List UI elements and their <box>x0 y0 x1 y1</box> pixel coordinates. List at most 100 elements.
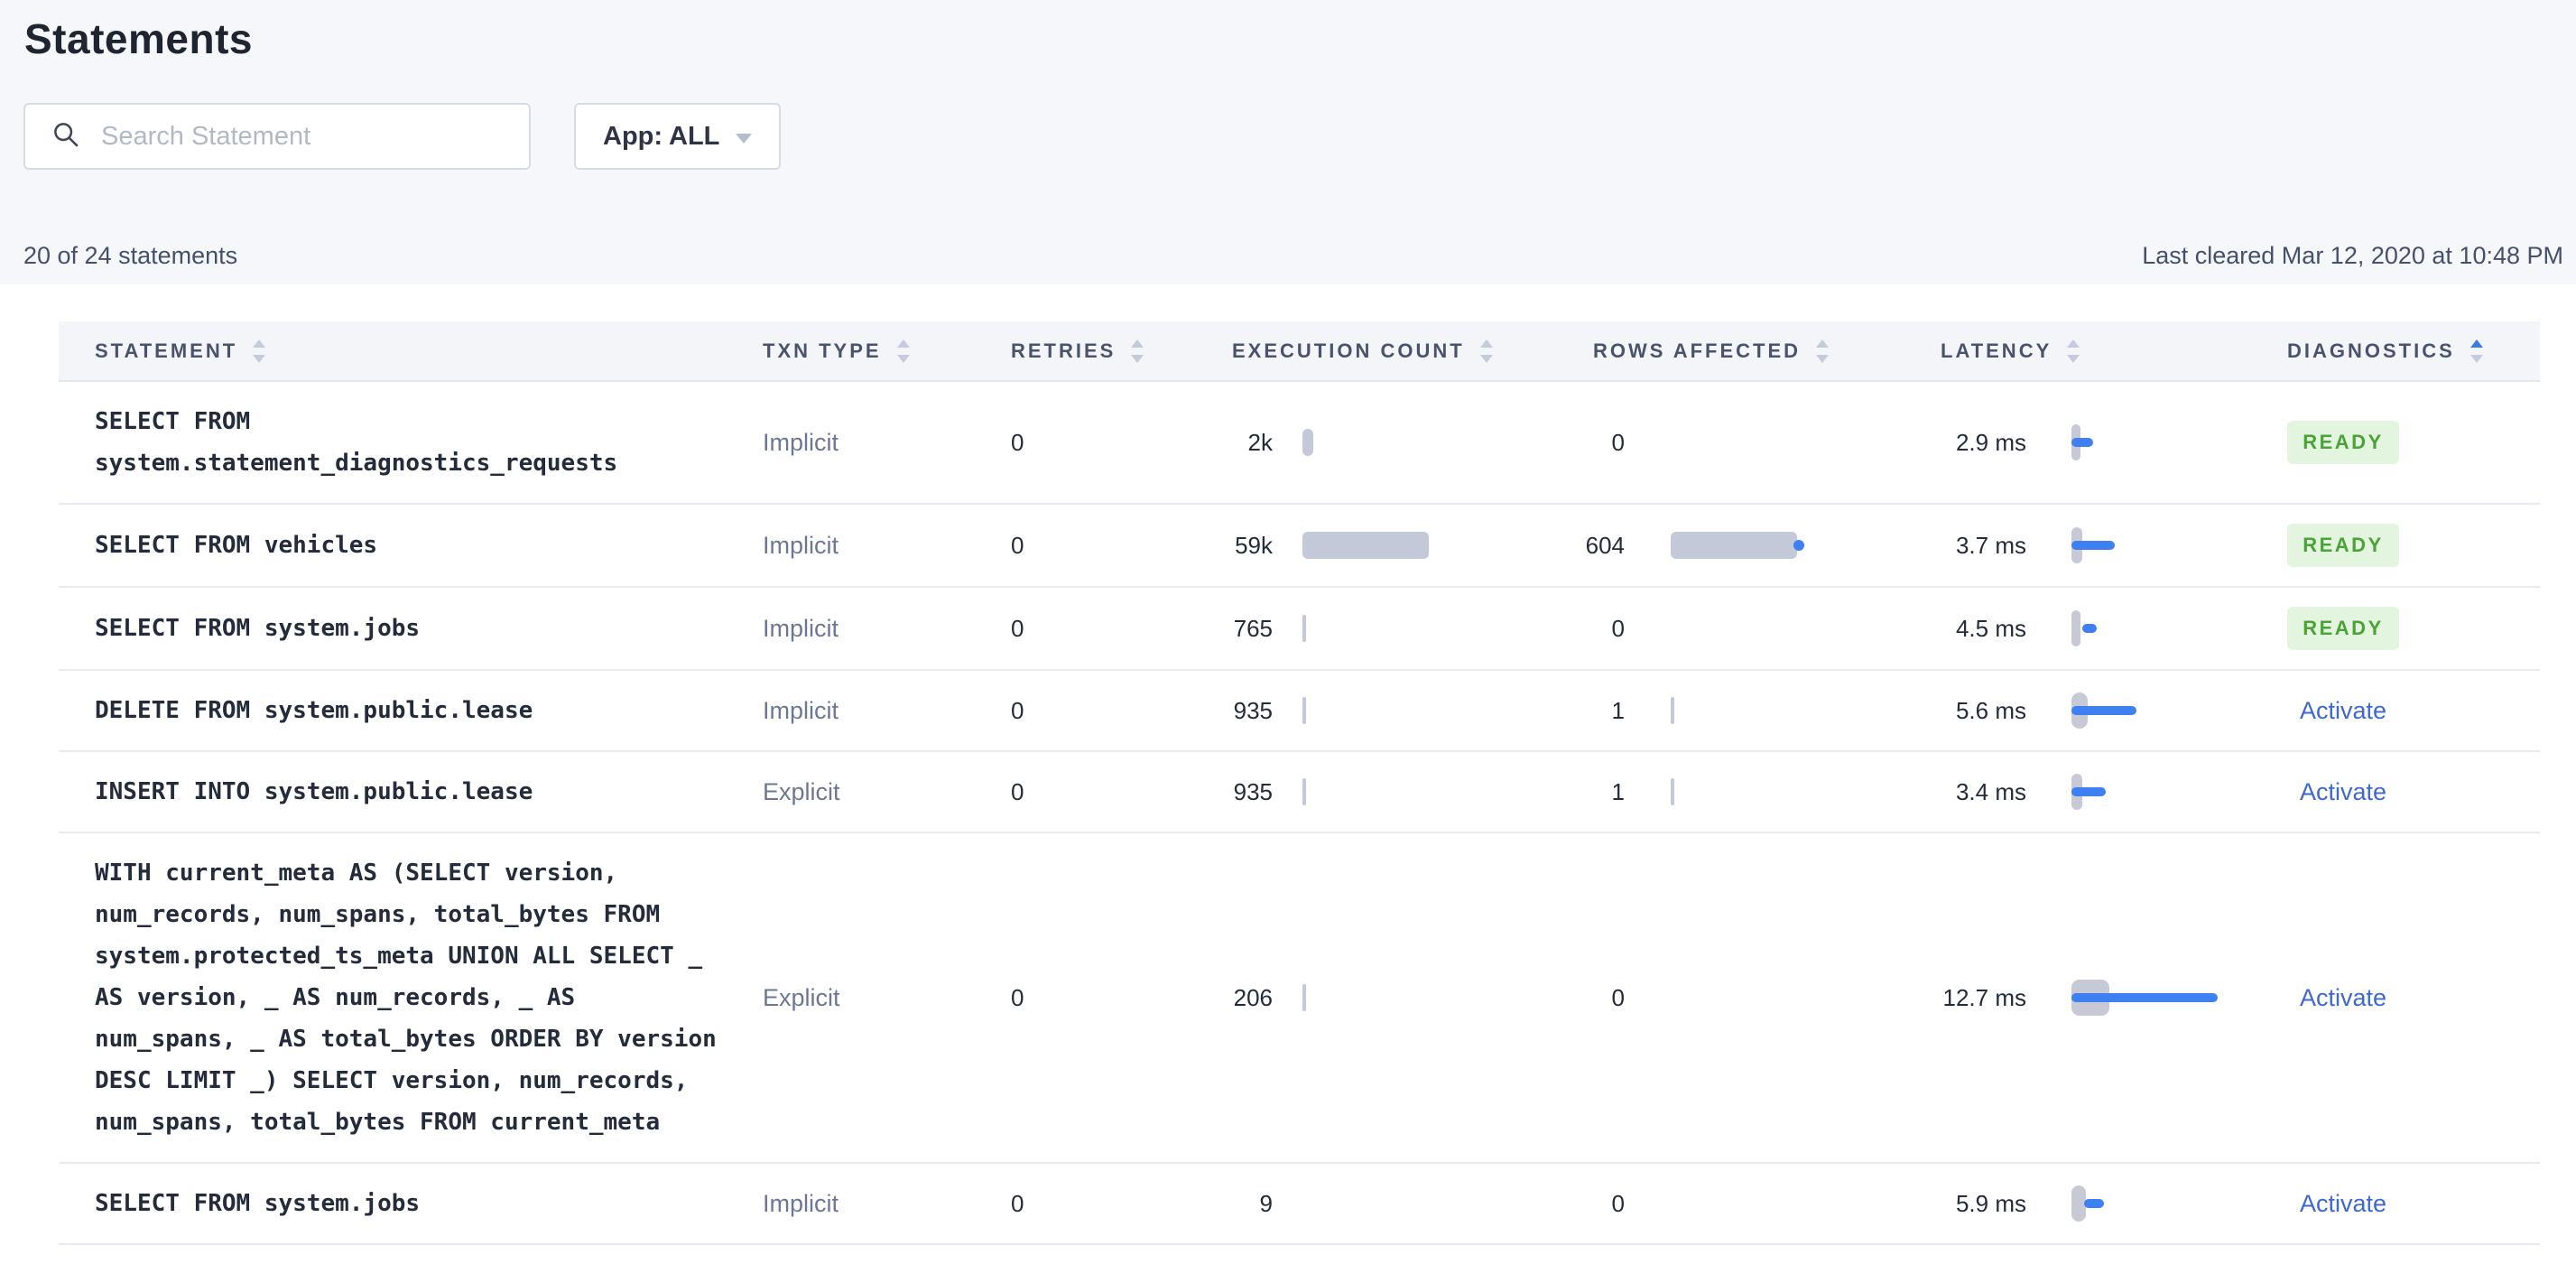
execution-count-bar <box>1302 429 1313 456</box>
latency-bar-chart <box>2071 691 2252 730</box>
execution-count-bar <box>1302 615 1306 642</box>
diagnostics-ready-badge[interactable]: READY <box>2287 607 2399 650</box>
sort-arrows-icon <box>896 339 910 363</box>
statement-link[interactable]: SELECT FROM system.jobs <box>95 1190 421 1217</box>
execution-count-value: 9 <box>1259 1189 1273 1217</box>
retries-value: 0 <box>1011 696 1024 724</box>
controls-bar: App: ALL <box>23 103 2576 170</box>
rows-affected-value: 1 <box>1611 777 1625 805</box>
execution-count-value: 206 <box>1233 983 1273 1011</box>
sort-arrows-icon <box>1131 339 1144 363</box>
rows-affected-bar <box>1671 697 1674 724</box>
table-row: SELECT FROM vehicles Implicit 0 59k 604 … <box>59 504 2540 587</box>
column-header-execution-count[interactable]: EXECUTION COUNT <box>1164 321 1534 382</box>
rows-affected-bar <box>1671 532 1797 559</box>
latency-bar-chart <box>2071 609 2252 648</box>
statement-link[interactable]: SELECT FROM system.jobs <box>95 615 421 642</box>
column-header-txn-type[interactable]: TXN TYPE <box>763 321 993 382</box>
app-filter-dropdown[interactable]: App: ALL <box>574 103 782 170</box>
column-header-retries[interactable]: RETRIES <box>993 321 1164 382</box>
statement-link[interactable]: WITH current_meta AS (SELECT version, nu… <box>95 860 717 1136</box>
txn-type-value: Implicit <box>763 614 839 642</box>
diagnostics-ready-badge[interactable]: READY <box>2287 421 2399 464</box>
table-row: SELECT FROM system.jobs Implicit 0 9 0 5… <box>59 1163 2540 1244</box>
sort-arrows-icon <box>1479 339 1493 363</box>
sort-arrows-icon <box>1816 339 1830 363</box>
retries-value: 0 <box>1011 614 1024 642</box>
txn-type-value: Implicit <box>763 531 839 559</box>
rows-affected-value: 604 <box>1585 531 1625 559</box>
execution-count-value: 765 <box>1233 614 1273 642</box>
statement-count: 20 of 24 statements <box>23 242 238 269</box>
rows-affected-value: 1 <box>1611 696 1625 724</box>
rows-affected-dot <box>1793 540 1804 551</box>
table-row: SELECT FROM system.jobs Implicit 0 765 0… <box>59 587 2540 670</box>
chevron-down-icon <box>736 133 753 144</box>
retries-value: 0 <box>1011 983 1024 1011</box>
latency-stddev-capsule <box>2071 610 2080 646</box>
table-header-row: STATEMENT TXN TYPE RETRIES EXECUTION COU… <box>59 321 2540 382</box>
statement-link[interactable]: INSERT INTO system.public.lease <box>95 778 533 805</box>
latency-value: 5.9 ms <box>1955 1189 2026 1217</box>
diagnostics-activate-link[interactable]: Activate <box>2299 983 2387 1011</box>
summary-bar: 20 of 24 statements Last cleared Mar 12,… <box>0 242 2576 270</box>
latency-bar-chart <box>2071 978 2252 1018</box>
statements-page: Statements App: ALL 20 of 24 statements … <box>0 14 2576 1264</box>
latency-value: 5.6 ms <box>1955 696 2026 724</box>
statement-link[interactable]: DELETE FROM system.public.lease <box>95 697 533 724</box>
txn-type-value: Implicit <box>763 696 839 724</box>
latency-mean-bar <box>2071 706 2136 715</box>
search-box[interactable] <box>23 103 531 170</box>
txn-type-value: Explicit <box>763 777 840 805</box>
column-header-rows-affected[interactable]: ROWS AFFECTED <box>1534 321 1913 382</box>
execution-count-bar <box>1302 532 1429 559</box>
latency-bar-chart <box>2071 1184 2252 1223</box>
latency-bar-chart <box>2071 423 2252 462</box>
table-row: INSERT INTO user_promo_codes Implicit 0 … <box>59 1244 2540 1264</box>
statements-table-body: SELECT FROM system.statement_diagnostics… <box>59 381 2540 1264</box>
retries-value: 0 <box>1011 1189 1024 1217</box>
column-header-diagnostics[interactable]: DIAGNOSTICS <box>2256 321 2540 382</box>
latency-value: 3.7 ms <box>1955 531 2026 559</box>
search-icon <box>51 119 81 154</box>
latency-stddev-capsule <box>2071 1185 2086 1222</box>
table-row: WITH current_meta AS (SELECT version, nu… <box>59 832 2540 1163</box>
page-title: Statements <box>24 15 253 62</box>
execution-count-value: 59k <box>1235 531 1273 559</box>
statement-link[interactable]: SELECT FROM vehicles <box>95 532 378 559</box>
latency-value: 4.5 ms <box>1955 614 2026 642</box>
statements-table-card: STATEMENT TXN TYPE RETRIES EXECUTION COU… <box>0 284 2576 1264</box>
statement-link[interactable]: SELECT FROM system.statement_diagnostics… <box>95 408 618 477</box>
rows-affected-bar <box>1671 778 1674 805</box>
latency-value: 12.7 ms <box>1942 983 2027 1011</box>
table-row: DELETE FROM system.public.lease Implicit… <box>59 670 2540 751</box>
last-cleared: Last cleared Mar 12, 2020 at 10:48 PM <box>2142 242 2563 269</box>
latency-value: 3.4 ms <box>1955 777 2026 805</box>
latency-bar-chart <box>2071 525 2252 565</box>
search-input[interactable] <box>101 121 511 152</box>
rows-affected-value: 0 <box>1611 428 1625 456</box>
rows-affected-value: 0 <box>1611 614 1625 642</box>
sort-arrows-icon <box>2067 339 2080 363</box>
txn-type-value: Implicit <box>763 1189 839 1217</box>
txn-type-value: Implicit <box>763 428 839 456</box>
table-row: SELECT FROM system.statement_diagnostics… <box>59 381 2540 504</box>
execution-count-bar <box>1302 697 1306 724</box>
latency-mean-bar <box>2071 993 2218 1002</box>
execution-count-value: 935 <box>1233 696 1273 724</box>
statements-table: STATEMENT TXN TYPE RETRIES EXECUTION COU… <box>59 321 2540 1264</box>
latency-bar-chart <box>2071 772 2252 812</box>
rows-affected-value: 0 <box>1611 1189 1625 1217</box>
diagnostics-activate-link[interactable]: Activate <box>2299 696 2387 724</box>
diagnostics-ready-badge[interactable]: READY <box>2287 524 2399 567</box>
retries-value: 0 <box>1011 777 1024 805</box>
latency-mean-bar <box>2071 541 2115 550</box>
execution-count-value: 2k <box>1247 428 1273 456</box>
execution-count-bar <box>1302 984 1306 1011</box>
column-header-statement[interactable]: STATEMENT <box>59 321 763 382</box>
sort-arrows-icon <box>253 339 266 363</box>
diagnostics-activate-link[interactable]: Activate <box>2299 1189 2387 1217</box>
diagnostics-activate-link[interactable]: Activate <box>2299 777 2387 805</box>
app-filter-label: App: ALL <box>603 121 720 151</box>
column-header-latency[interactable]: LATENCY <box>1913 321 2256 382</box>
